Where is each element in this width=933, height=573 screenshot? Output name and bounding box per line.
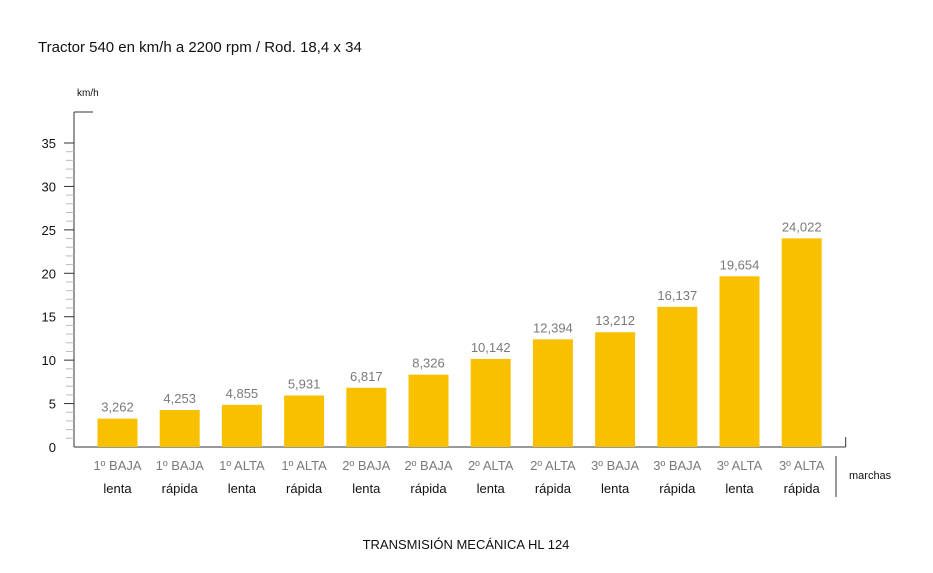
data-labels: 3,262 4,253 4,855 5,931 6,817 8,326 10,142 12,3… xyxy=(101,219,821,414)
bar xyxy=(719,276,760,447)
x-category-label-line1: 3º BAJA xyxy=(591,458,639,473)
bar xyxy=(657,306,698,447)
data-label: 3,262 xyxy=(101,400,134,415)
x-category-label-line2: rápida xyxy=(286,481,323,496)
y-axis-ticks: 0 5 10 15 20 25 30 35 xyxy=(42,136,74,455)
chart-title: Tractor 540 en km/h a 2200 rpm / Rod. 18… xyxy=(38,39,362,56)
y-axis-unit-label: km/h xyxy=(77,88,99,99)
axes xyxy=(73,111,847,497)
data-label: 4,855 xyxy=(226,386,259,401)
x-category-label-line2: lenta xyxy=(103,481,132,496)
bar xyxy=(221,404,262,447)
bar xyxy=(97,418,138,447)
x-category-label-line1: 3º BAJA xyxy=(653,458,701,473)
data-label: 13,212 xyxy=(595,313,635,328)
x-category-label-line1: 2º ALTA xyxy=(468,458,514,473)
x-category-label-line1: 1º BAJA xyxy=(93,458,141,473)
x-category-label-line2: lenta xyxy=(601,481,630,496)
x-category-label-line2: rápida xyxy=(784,481,821,496)
x-category-label-line2: rápida xyxy=(535,481,572,496)
x-category-label-line2: lenta xyxy=(477,481,506,496)
y-tick-label: 25 xyxy=(42,223,56,238)
bar xyxy=(470,358,511,447)
data-label: 10,142 xyxy=(471,340,511,355)
x-axis-label: marchas xyxy=(849,470,892,482)
data-label: 4,253 xyxy=(163,391,196,406)
y-tick-label: 35 xyxy=(42,136,56,151)
data-label: 6,817 xyxy=(350,369,383,384)
y-tick-label: 0 xyxy=(49,440,56,455)
data-label: 8,326 xyxy=(412,356,445,371)
x-category-label-line1: 1º ALTA xyxy=(281,458,327,473)
x-category-label-line1: 2º BAJA xyxy=(404,458,452,473)
y-tick-label: 5 xyxy=(49,397,56,412)
data-label: 19,654 xyxy=(720,257,760,272)
data-label: 24,022 xyxy=(782,219,822,234)
x-category-label-line2: lenta xyxy=(228,481,257,496)
y-tick-label: 30 xyxy=(42,179,56,194)
bar xyxy=(159,410,200,447)
y-tick-label: 10 xyxy=(42,353,56,368)
x-category-label-line1: 3º ALTA xyxy=(717,458,763,473)
y-tick-label: 20 xyxy=(42,266,56,281)
x-category-label-line1: 2º ALTA xyxy=(530,458,576,473)
bar xyxy=(284,395,325,447)
bars xyxy=(97,238,822,447)
x-category-label-line1: 2º BAJA xyxy=(342,458,390,473)
x-category-label-line1: 1º BAJA xyxy=(156,458,204,473)
data-label: 16,137 xyxy=(657,288,697,303)
x-category-label-line2: rápida xyxy=(410,481,447,496)
data-label: 12,394 xyxy=(533,320,573,335)
x-category-label-line2: lenta xyxy=(725,481,754,496)
bar xyxy=(532,339,573,447)
x-category-label-line1: 1º ALTA xyxy=(219,458,265,473)
x-axis-categories: 1º BAJA lenta 1º BAJA rápida 1º ALTA lenta 1º … xyxy=(93,458,824,496)
x-category-label-line2: rápida xyxy=(659,481,696,496)
data-label: 5,931 xyxy=(288,376,321,391)
bar xyxy=(408,374,449,447)
x-category-label-line2: lenta xyxy=(352,481,381,496)
bar xyxy=(346,387,387,447)
bar xyxy=(595,332,636,447)
chart-caption: TRANSMISIÓN MECÁNICA HL 124 xyxy=(363,537,570,552)
bar xyxy=(781,238,822,447)
x-category-label-line2: rápida xyxy=(162,481,199,496)
y-tick-label: 15 xyxy=(42,310,56,325)
x-category-label-line1: 3º ALTA xyxy=(779,458,825,473)
